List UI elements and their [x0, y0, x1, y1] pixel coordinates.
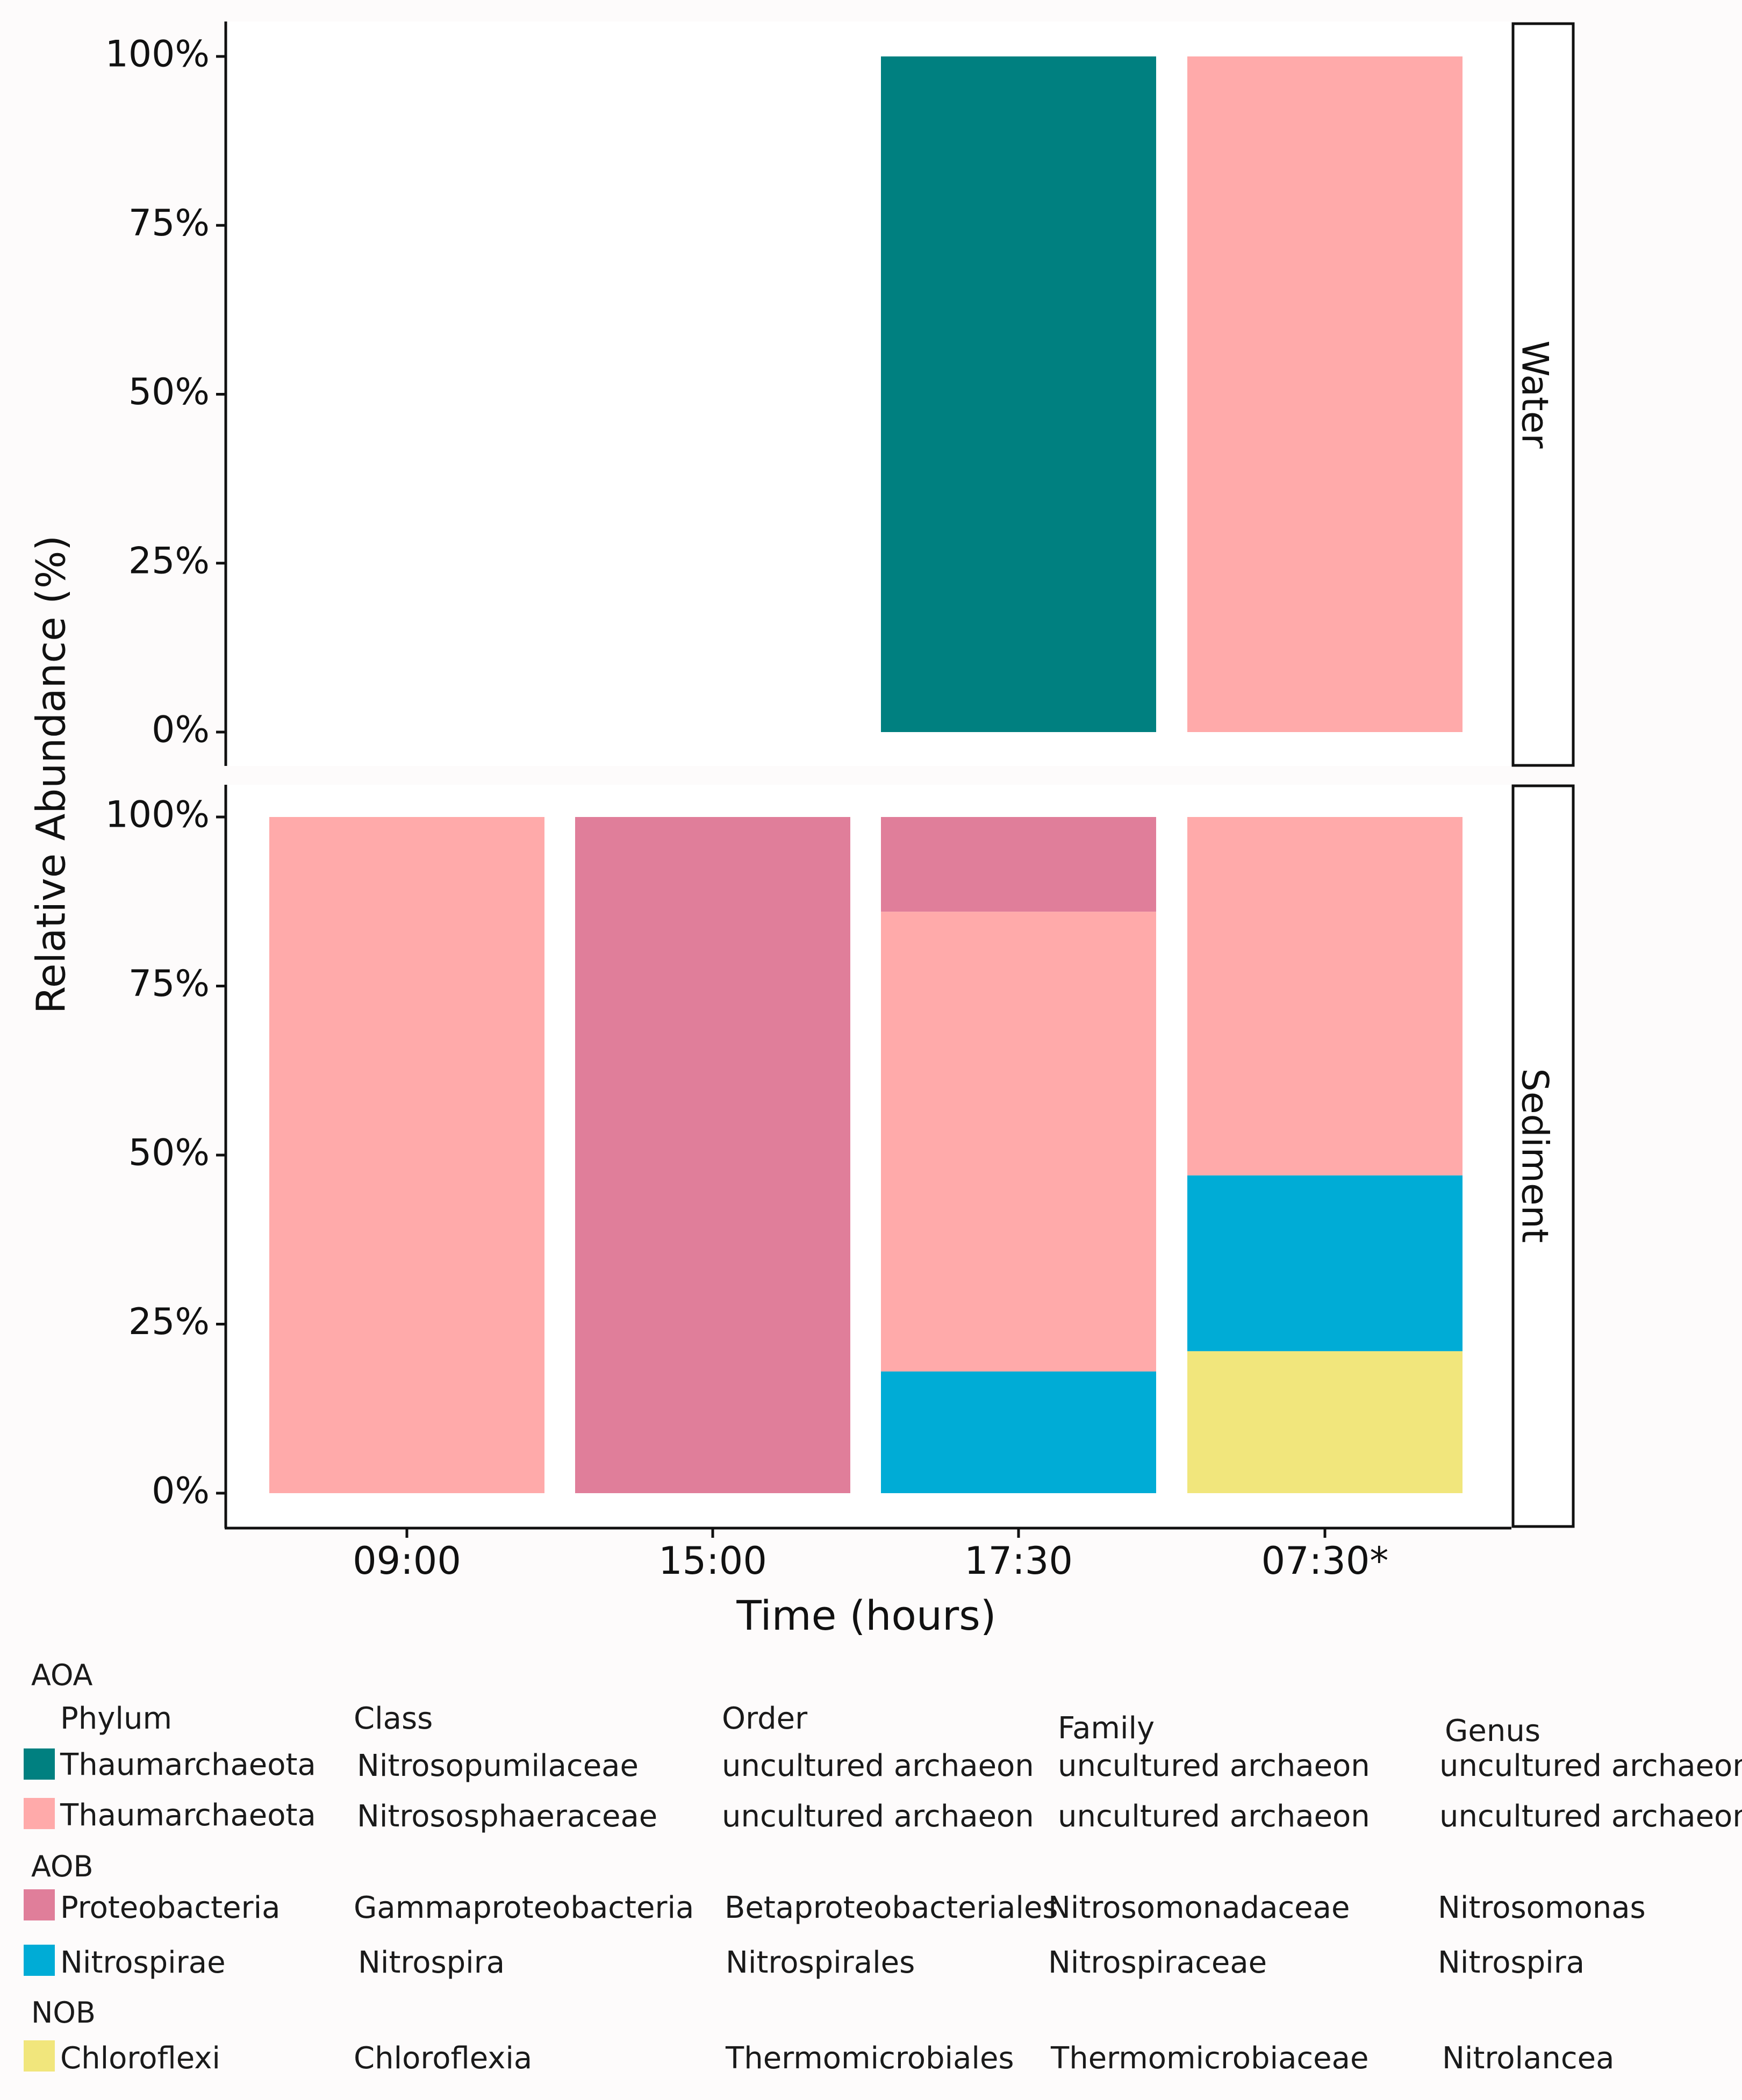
y-tick-label-water: 50%	[128, 371, 210, 413]
y-tick-label-sediment: 25%	[128, 1301, 210, 1343]
bar-sediment-17-30-nitrososphaeraceae	[881, 912, 1156, 1372]
y-tick-label-water: 100%	[105, 33, 210, 76]
bar-sediment-15-00-proteobacteria	[575, 817, 850, 1493]
y-tick-label-sediment: 0%	[152, 1470, 210, 1513]
strip-sediment	[1511, 784, 1575, 1528]
x-tick-label: 15:00	[658, 1539, 767, 1583]
y-tick-label-sediment: 100%	[105, 794, 210, 836]
strip-label-sediment: Sediment	[1513, 1069, 1555, 1243]
y-tick-label-water: 75%	[128, 202, 210, 245]
strip-water	[1511, 22, 1575, 767]
bar-sediment-07-30-nitrospirae	[1187, 1175, 1463, 1351]
bar-sediment-17-30-nitrospirae	[881, 1371, 1156, 1493]
bars-sediment	[269, 817, 1463, 1493]
x-ticks: 09:00 15:00 17:30 07:30*	[353, 1528, 1388, 1583]
bars-water	[881, 56, 1463, 732]
bar-sediment-09-00-nitrososphaeraceae	[269, 817, 544, 1493]
bar-sediment-07-30-chloroflexi	[1187, 1351, 1463, 1493]
bar-water-17-30-nitrosopumilaceae	[881, 56, 1156, 732]
x-axis-title: Time (hours)	[736, 1592, 996, 1639]
y-axis-title: Relative Abundance (%)	[28, 535, 75, 1014]
bar-water-07-30-nitrososphaeraceae	[1187, 56, 1463, 732]
bar-sediment-07-30-nitrososphaeraceae	[1187, 817, 1463, 1176]
y-ticks-sediment: 0% 25% 50% 75% 100%	[105, 794, 226, 1513]
y-ticks-water: 0% 25% 50% 75% 100%	[105, 33, 226, 751]
y-tick-label-sediment: 75%	[128, 963, 210, 1005]
y-tick-label-sediment: 50%	[128, 1132, 210, 1174]
y-tick-label-water: 0%	[152, 709, 210, 751]
x-tick-label: 17:30	[964, 1539, 1073, 1583]
bar-sediment-17-30-proteobacteria	[881, 817, 1156, 912]
x-tick-label: 09:00	[353, 1539, 461, 1583]
y-tick-label-water: 25%	[128, 540, 210, 582]
x-tick-label: 07:30*	[1261, 1539, 1389, 1583]
strip-label-water: Water	[1513, 340, 1555, 448]
